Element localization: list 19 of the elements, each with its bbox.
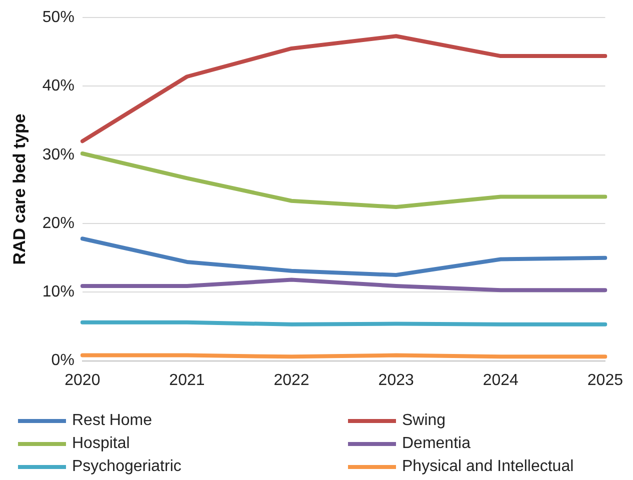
y-tick-label: 50% [42, 9, 74, 26]
x-tick-label: 2024 [482, 372, 519, 389]
legend-label: Physical and Intellectual [402, 458, 574, 476]
legend-label: Swing [402, 412, 446, 430]
legend-label: Dementia [402, 434, 470, 452]
x-tick-label: 2025 [587, 372, 624, 389]
y-tick-label: 40% [42, 78, 74, 95]
y-tick-label: 0% [51, 352, 74, 370]
legend-label: Rest Home [72, 412, 152, 430]
y-axis-title: RAD care bed type [10, 114, 29, 265]
x-tick-label: 2020 [64, 372, 100, 389]
y-tick-label: 10% [42, 284, 74, 301]
y-tick-label: 20% [42, 214, 74, 232]
x-tick-label: 2021 [169, 372, 205, 389]
legend-label: Hospital [72, 434, 130, 452]
x-tick-label: 2023 [378, 372, 414, 389]
legend-label: Psychogeriatric [72, 458, 182, 476]
x-tick-label: 2022 [274, 372, 310, 389]
y-tick-label: 30% [42, 146, 74, 164]
